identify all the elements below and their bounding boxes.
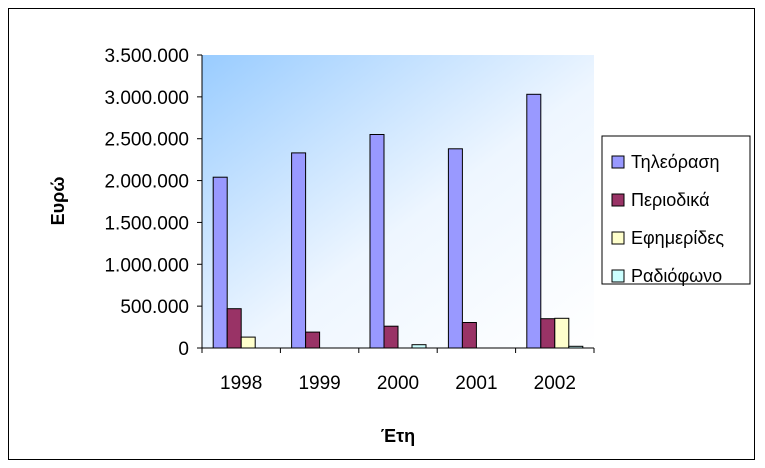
x-tick-label: 2000 xyxy=(377,373,419,394)
legend-label: Τηλεόραση xyxy=(631,152,720,172)
legend-label: Περιοδικά xyxy=(631,190,709,210)
bar-Τηλεόραση-2002 xyxy=(526,93,542,349)
bar-Εφημερίδες-1998 xyxy=(240,336,256,349)
bar-Περιοδικά-1999 xyxy=(305,331,321,349)
y-tick-label: 3.000.000 xyxy=(104,88,189,109)
bars-group xyxy=(212,93,584,349)
y-tick-label: 2.500.000 xyxy=(104,130,189,151)
legend-label: Εφημερίδες xyxy=(631,228,724,248)
y-tick-labels: 0 500.000 1.000.000 1.500.000 2.000.000 2.500… xyxy=(104,46,189,360)
bar-Περιοδικά-2001 xyxy=(461,322,477,349)
y-tick-label: 0 xyxy=(178,339,189,360)
x-tick-label: 2002 xyxy=(534,373,576,394)
y-tick-label: 1.500.000 xyxy=(104,213,189,234)
legend-label: Ραδιόφωνο xyxy=(631,266,722,286)
legend-swatch xyxy=(611,231,625,245)
x-tick-label: 1999 xyxy=(298,373,340,394)
legend-swatch xyxy=(611,269,625,283)
x-tick-label: 1998 xyxy=(220,373,262,394)
bar-Περιοδικά-2000 xyxy=(383,325,399,349)
x-axis-title: Έτη xyxy=(381,426,415,446)
bar-Περιοδικά-2002 xyxy=(540,318,556,349)
y-axis-title: Ευρώ xyxy=(48,177,68,226)
x-tick-label: 2001 xyxy=(455,373,497,394)
y-tick-label: 1.000.000 xyxy=(104,255,189,276)
bar-Τηλεόραση-1998 xyxy=(212,176,228,349)
bar-Τηλεόραση-2000 xyxy=(369,134,385,349)
y-tick-label: 2.000.000 xyxy=(104,172,189,193)
legend: Τηλεόραση Περιοδικά Εφημερίδες Ραδιόφωνο xyxy=(601,135,751,286)
legend-swatch xyxy=(611,193,625,207)
y-tick-label: 3.500.000 xyxy=(104,46,189,67)
axes-group xyxy=(197,54,595,353)
bar-Τηλεόραση-1999 xyxy=(291,152,307,349)
legend-box xyxy=(601,135,751,285)
legend-swatch xyxy=(611,155,625,169)
y-tick-label: 500.000 xyxy=(120,297,189,318)
bar-Εφημερίδες-2002 xyxy=(554,317,570,349)
bar-Περιοδικά-1998 xyxy=(226,308,242,349)
bar-Τηλεόραση-2001 xyxy=(447,148,463,349)
x-tick-labels: 1998 1999 2000 2001 2002 xyxy=(220,373,576,394)
